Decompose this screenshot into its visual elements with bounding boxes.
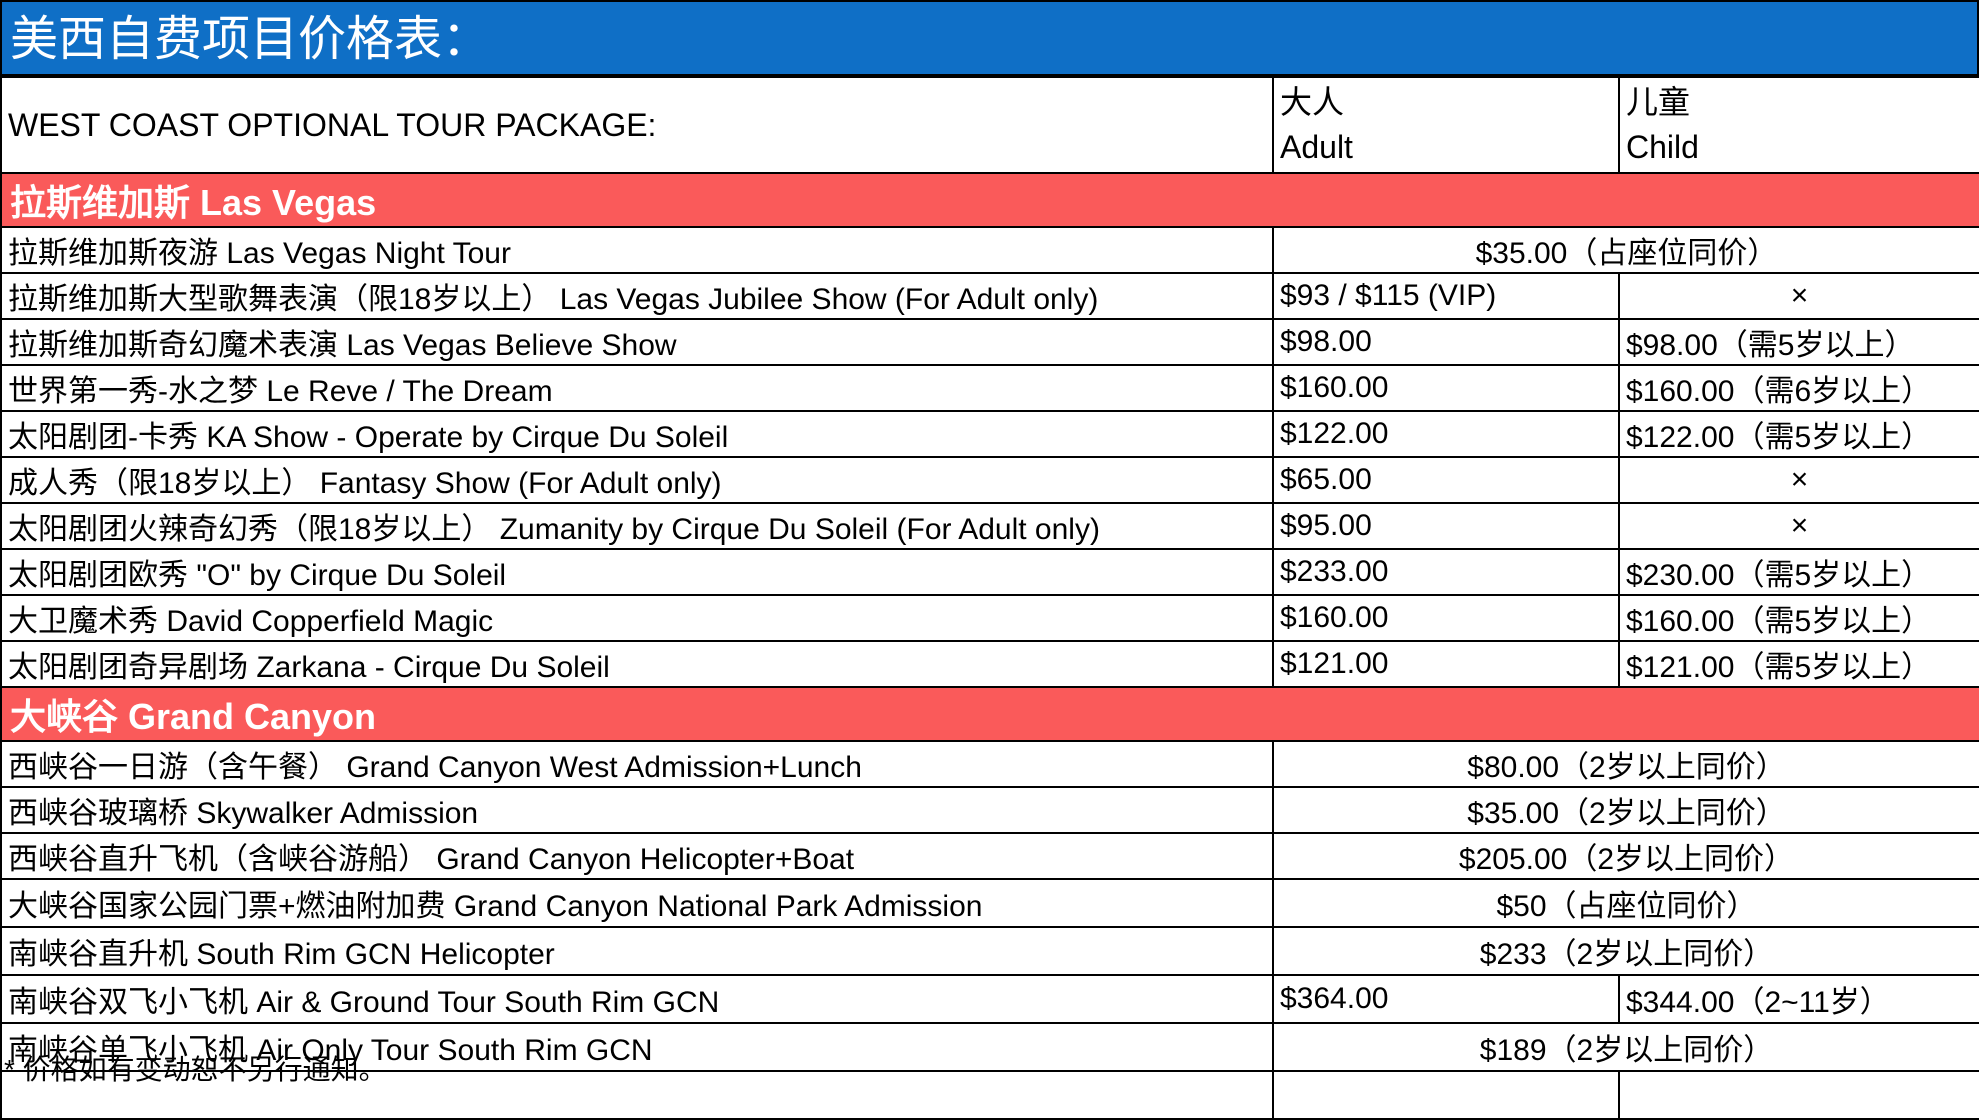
adult-price: $98.00 <box>1272 318 1620 366</box>
item-name: 拉斯维加斯大型歌舞表演（限18岁以上） Las Vegas Jubilee Sh… <box>0 272 1274 320</box>
child-price: $98.00（需5岁以上） <box>1618 318 1979 366</box>
adult-price: $95.00 <box>1272 502 1620 550</box>
price-table: WEST COAST OPTIONAL TOUR PACKAGE: 大人 Adu… <box>0 76 1979 1120</box>
table-row: 太阳剧团-卡秀 KA Show - Operate by Cirque Du S… <box>0 410 1979 458</box>
shared-price: $205.00（2岁以上同价） <box>1272 832 1979 880</box>
table-row: 太阳剧团火辣奇幻秀（限18岁以上） Zumanity by Cirque Du … <box>0 502 1979 550</box>
adult-price: $93 / $115 (VIP) <box>1272 272 1620 320</box>
table-row: 西峡谷一日游（含午餐） Grand Canyon West Admission+… <box>0 740 1979 788</box>
item-name: 大峡谷国家公园门票+燃油附加费 Grand Canyon National Pa… <box>0 878 1274 928</box>
footnote: * 价格如有变动恕不另行通知。 <box>4 1054 387 1085</box>
item-name: 拉斯维加斯夜游 Las Vegas Night Tour <box>0 226 1274 274</box>
package-label: WEST COAST OPTIONAL TOUR PACKAGE: <box>0 76 1274 174</box>
section-title: 拉斯维加斯 Las Vegas <box>0 172 1979 228</box>
adult-header: 大人 Adult <box>1272 76 1620 174</box>
child-header: 儿童 Child <box>1618 76 1979 174</box>
child-price: $344.00（2~11岁） <box>1618 974 1979 1024</box>
child-price: × <box>1618 502 1979 550</box>
table-row: 太阳剧团奇异剧场 Zarkana - Cirque Du Soleil $121.… <box>0 640 1979 688</box>
item-name: 太阳剧团欧秀 "O" by Cirque Du Soleil <box>0 548 1274 596</box>
child-header-en: Child <box>1626 129 1699 165</box>
shared-price: $233（2岁以上同价） <box>1272 926 1979 976</box>
item-name: 成人秀（限18岁以上） Fantasy Show (For Adult only… <box>0 456 1274 504</box>
section-header: 大峡谷 Grand Canyon <box>0 686 1979 742</box>
section-header: 拉斯维加斯 Las Vegas <box>0 172 1979 228</box>
shared-price: $189（2岁以上同价） <box>1272 1022 1979 1072</box>
table-row: 南峡谷直升机 South Rim GCN Helicopter $233（2岁以上… <box>0 926 1979 976</box>
item-name: 南峡谷单飞小飞机 Air Only Tour South Rim GCN <box>0 1022 1274 1072</box>
child-price: $230.00（需5岁以上） <box>1618 548 1979 596</box>
item-name: 西峡谷玻璃桥 Skywalker Admission <box>0 786 1274 834</box>
child-price: $121.00（需5岁以上） <box>1618 640 1979 688</box>
table-row: 拉斯维加斯夜游 Las Vegas Night Tour $35.00（占座位同价… <box>0 226 1979 274</box>
adult-price: $122.00 <box>1272 410 1620 458</box>
child-header-cn: 儿童 <box>1626 84 1691 120</box>
item-name: 南峡谷直升机 South Rim GCN Helicopter <box>0 926 1274 976</box>
table-row: 大卫魔术秀 David Copperfield Magic $160.00 $160… <box>0 594 1979 642</box>
shared-price: $80.00（2岁以上同价） <box>1272 740 1979 788</box>
table-row: 成人秀（限18岁以上） Fantasy Show (For Adult only… <box>0 456 1979 504</box>
item-name: 太阳剧团火辣奇幻秀（限18岁以上） Zumanity by Cirque Du … <box>0 502 1274 550</box>
shared-price: $35.00（2岁以上同价） <box>1272 786 1979 834</box>
child-price: × <box>1618 272 1979 320</box>
child-price: × <box>1618 456 1979 504</box>
adult-price: $160.00 <box>1272 364 1620 412</box>
blank-cell <box>1618 1070 1979 1120</box>
item-name: 南峡谷双飞小飞机 Air & Ground Tour South Rim GCN <box>0 974 1274 1024</box>
table-row: 大峡谷国家公园门票+燃油附加费 Grand Canyon National Pa… <box>0 878 1979 928</box>
page-title: 美西自费项目价格表： <box>0 0 1979 76</box>
child-price: $160.00（需6岁以上） <box>1618 364 1979 412</box>
table-row: 西峡谷玻璃桥 Skywalker Admission $35.00（2岁以上同价） <box>0 786 1979 834</box>
blank-cell <box>1272 1070 1620 1120</box>
table-row: 太阳剧团欧秀 "O" by Cirque Du Soleil $233.00 $23… <box>0 548 1979 596</box>
table-row: 西峡谷直升飞机（含峡谷游船） Grand Canyon Helicopter+B… <box>0 832 1979 880</box>
child-price: $160.00（需5岁以上） <box>1618 594 1979 642</box>
adult-header-en: Adult <box>1280 129 1353 165</box>
item-name: 拉斯维加斯奇幻魔术表演 Las Vegas Believe Show <box>0 318 1274 366</box>
table-row: 南峡谷双飞小飞机 Air & Ground Tour South Rim GCN… <box>0 974 1979 1024</box>
item-name: 世界第一秀-水之梦 Le Reve / The Dream <box>0 364 1274 412</box>
section-title: 大峡谷 Grand Canyon <box>0 686 1979 742</box>
adult-price: $160.00 <box>1272 594 1620 642</box>
table-row: 世界第一秀-水之梦 Le Reve / The Dream $160.00 $160… <box>0 364 1979 412</box>
shared-price: $35.00（占座位同价） <box>1272 226 1979 274</box>
item-name: 太阳剧团-卡秀 KA Show - Operate by Cirque Du S… <box>0 410 1274 458</box>
adult-price: $364.00 <box>1272 974 1620 1024</box>
child-price: $122.00（需5岁以上） <box>1618 410 1979 458</box>
shared-price: $50（占座位同价） <box>1272 878 1979 928</box>
item-name: 大卫魔术秀 David Copperfield Magic <box>0 594 1274 642</box>
item-name: 西峡谷一日游（含午餐） Grand Canyon West Admission+… <box>0 740 1274 788</box>
header-row: WEST COAST OPTIONAL TOUR PACKAGE: 大人 Adu… <box>0 76 1979 174</box>
item-name: 太阳剧团奇异剧场 Zarkana - Cirque Du Soleil <box>0 640 1274 688</box>
table-row: 南峡谷单飞小飞机 Air Only Tour South Rim GCN $189… <box>0 1022 1979 1072</box>
adult-price: $65.00 <box>1272 456 1620 504</box>
item-name: 西峡谷直升飞机（含峡谷游船） Grand Canyon Helicopter+B… <box>0 832 1274 880</box>
table-row: 拉斯维加斯大型歌舞表演（限18岁以上） Las Vegas Jubilee Sh… <box>0 272 1979 320</box>
adult-price: $233.00 <box>1272 548 1620 596</box>
adult-header-cn: 大人 <box>1280 84 1345 120</box>
adult-price: $121.00 <box>1272 640 1620 688</box>
table-row: 拉斯维加斯奇幻魔术表演 Las Vegas Believe Show $98.00… <box>0 318 1979 366</box>
